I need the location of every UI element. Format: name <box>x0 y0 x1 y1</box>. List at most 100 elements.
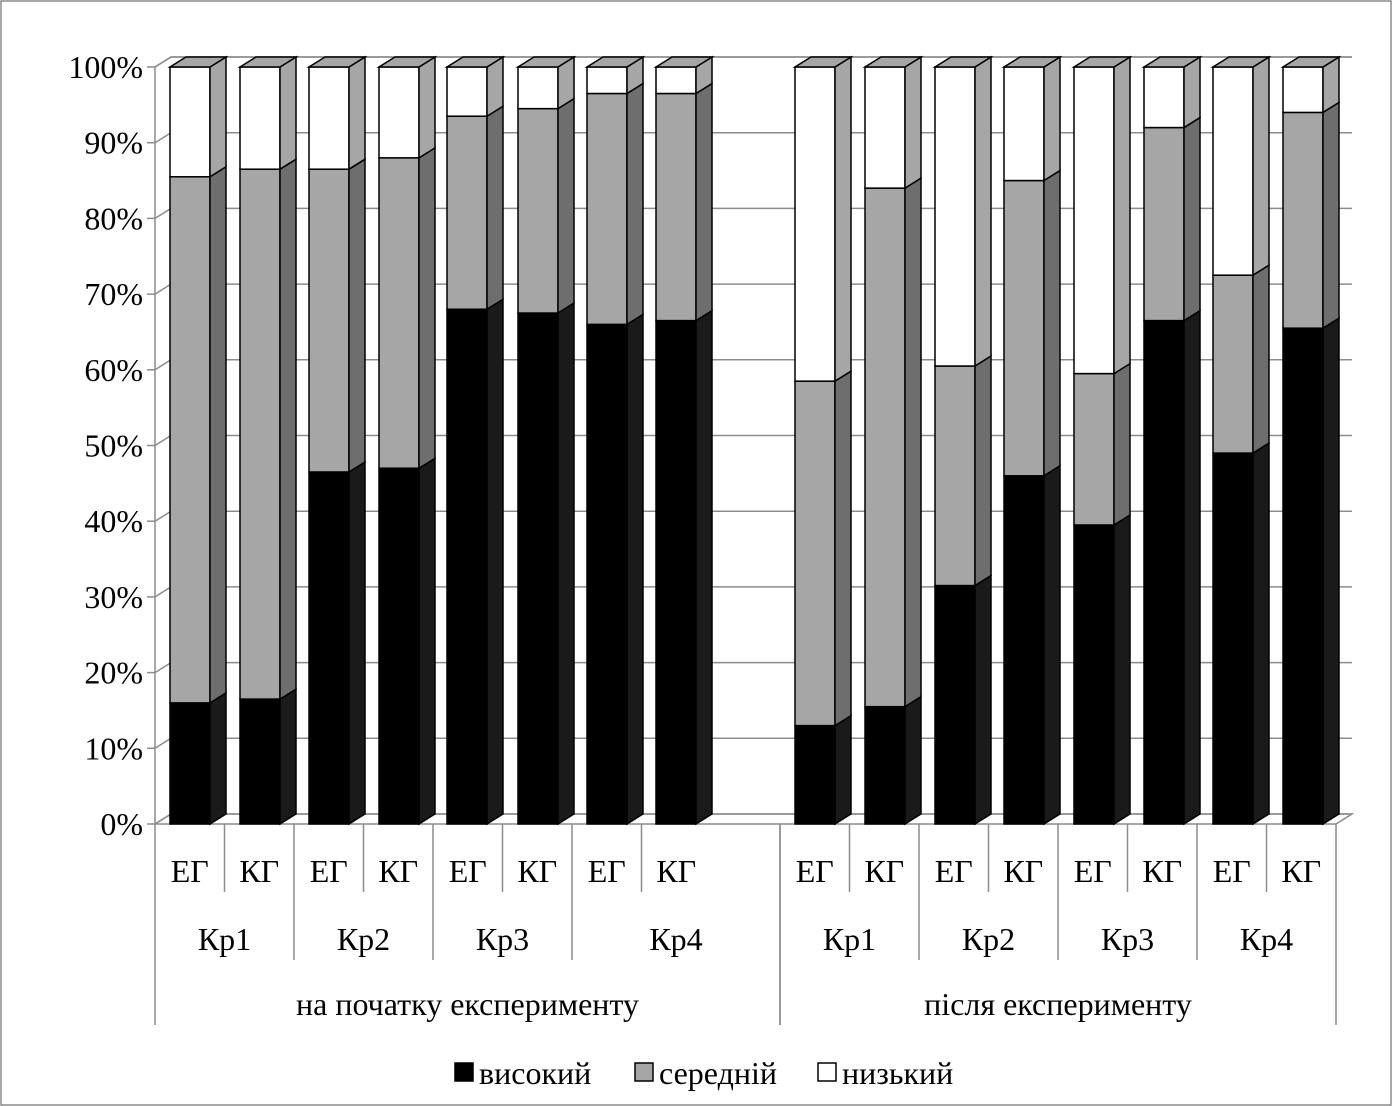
bar-side-середній <box>348 157 366 474</box>
group-label: після експерименту <box>924 986 1192 1022</box>
stacked-bar <box>1141 55 1203 826</box>
bar-top <box>1210 56 1272 68</box>
bar-side-середній <box>1043 169 1061 478</box>
bar-side-низький <box>974 55 992 368</box>
bar-segment-високий <box>169 702 211 825</box>
bar-segment-низький <box>1143 66 1185 129</box>
bar-segment-високий <box>1143 319 1185 825</box>
bar-group-label: КГ <box>1142 853 1182 889</box>
bar-side-середній <box>904 176 922 709</box>
bar-segment-середній <box>794 380 836 727</box>
bar-segment-високий <box>517 312 559 825</box>
bar-segment-середній <box>169 176 211 704</box>
bar-group-label: ЕГ <box>310 853 348 889</box>
stacked-bar <box>1210 55 1272 826</box>
bar-segment-високий <box>794 724 836 825</box>
bar-top <box>306 56 368 68</box>
bar-side-високий <box>974 574 992 826</box>
stacked-bar <box>1001 55 1063 826</box>
bar-group-label: ЕГ <box>588 853 626 889</box>
bar-side-середній <box>695 82 713 322</box>
legend-item: низький <box>817 1055 953 1091</box>
y-tick-label: 30% <box>84 579 143 615</box>
bar-segment-високий <box>934 584 976 825</box>
bar-top <box>653 56 715 68</box>
bar-side-середній <box>1113 362 1131 527</box>
criterion-label: Кр2 <box>337 921 390 957</box>
stacked-bar <box>862 55 924 826</box>
stacked-bar <box>306 55 368 826</box>
bar-side-середній <box>974 354 992 587</box>
bar-segment-середній <box>1003 179 1045 477</box>
bar-segment-низький <box>446 66 488 117</box>
bar-segment-середній <box>446 115 488 310</box>
y-tick-label: 10% <box>84 730 143 766</box>
bar-segment-низький <box>1073 66 1115 375</box>
y-tick-label: 0% <box>100 806 143 842</box>
legend-swatch <box>454 1062 474 1082</box>
bar-side-середній <box>557 97 575 315</box>
y-tick-label: 60% <box>84 352 143 388</box>
bar-group-label: КГ <box>378 853 418 889</box>
bar-segment-низький <box>517 66 559 110</box>
stacked-bar <box>584 55 646 826</box>
bar-top <box>862 56 924 68</box>
bar-segment-середній <box>378 157 420 469</box>
bar-side-низький <box>1252 55 1270 277</box>
bar-segment-середній <box>308 168 350 473</box>
criterion-label: Кр1 <box>198 921 251 957</box>
bar-side-низький <box>834 55 852 383</box>
bar-top <box>376 56 438 68</box>
bar-segment-низький <box>586 66 628 95</box>
y-tick-label: 90% <box>84 125 143 161</box>
bars <box>167 55 1342 826</box>
legend-item: високий <box>454 1055 591 1091</box>
legend-label: високий <box>479 1055 591 1091</box>
bar-segment-високий <box>1282 327 1324 825</box>
bar-top <box>167 56 229 68</box>
bar-segment-середній <box>934 365 976 587</box>
stacked-bar <box>167 55 229 826</box>
bar-segment-високий <box>1212 452 1254 825</box>
bar-segment-середній <box>1073 372 1115 526</box>
bar-top <box>932 56 994 68</box>
criterion-label: Кр4 <box>1240 921 1293 957</box>
bar-segment-високий <box>378 467 420 825</box>
bar-side-середній <box>1183 116 1201 322</box>
y-tick-label: 70% <box>84 276 143 312</box>
stacked-bar <box>1280 55 1342 826</box>
criterion-label: Кр2 <box>962 921 1015 957</box>
stacked-bar <box>653 55 715 826</box>
bar-top <box>1141 56 1203 68</box>
bar-side-високий <box>1252 441 1270 826</box>
bar-side-середній <box>418 146 436 470</box>
bar-side-низький <box>904 55 922 190</box>
bar-side-середній <box>209 165 227 705</box>
bar-side-низький <box>348 55 366 171</box>
bar-segment-високий <box>446 308 488 825</box>
stacked-bar <box>1071 55 1133 826</box>
bar-side-високий <box>1322 316 1340 826</box>
bar-segment-низький <box>655 66 697 95</box>
bar-segment-середній <box>1212 274 1254 454</box>
bar-side-низький <box>418 55 436 160</box>
bar-segment-середній <box>1282 111 1324 329</box>
bar-side-високий <box>834 714 852 826</box>
legend-item: середній <box>634 1055 777 1091</box>
bar-top <box>237 56 299 68</box>
bar-segment-низький <box>378 66 420 159</box>
bar-segment-середній <box>239 168 281 700</box>
bar-segment-низький <box>1003 66 1045 182</box>
bar-side-середній <box>1252 263 1270 455</box>
bar-segment-високий <box>864 705 906 825</box>
stacked-bar <box>932 55 994 826</box>
bar-side-середній <box>486 104 504 311</box>
bar-segment-низький <box>239 66 281 170</box>
x-axis: на початку експерименту Кр1 ЕГ КГ Кр2 ЕГ КГ Кр3… <box>154 824 1337 1025</box>
bar-top <box>792 56 854 68</box>
bar-group-label: КГ <box>1003 853 1043 889</box>
criterion-label: Кр4 <box>649 921 702 957</box>
bar-top <box>1071 56 1133 68</box>
